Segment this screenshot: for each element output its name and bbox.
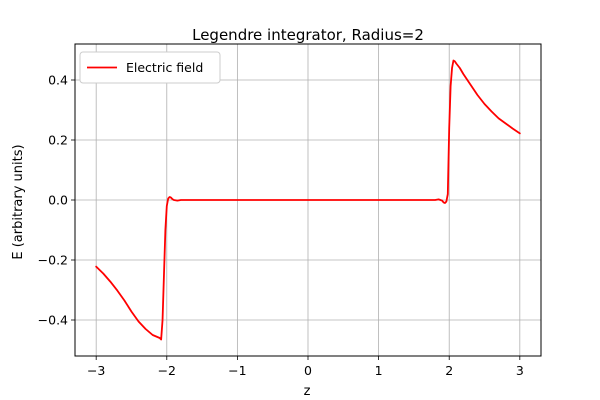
y-tick-label: −0.2 — [38, 253, 68, 268]
x-tick-label: 0 — [304, 363, 312, 378]
x-tick-label: −1 — [228, 363, 246, 378]
y-tick-label: 0.0 — [48, 193, 68, 208]
tick-layer: −3 −2 −1 0 1 2 3 −0.4 −0.2 0.0 0.2 0.4 — [38, 73, 524, 379]
x-axis-label: z — [304, 384, 311, 399]
legend-label-electric-field: Electric field — [126, 60, 203, 75]
x-tick-label: 3 — [516, 363, 524, 378]
series-line-electric-field — [95, 59, 521, 341]
legend-box — [79, 51, 221, 84]
series-layer — [95, 59, 521, 341]
x-tick-label: −3 — [87, 363, 105, 378]
legend: Electric field — [79, 51, 221, 84]
y-tick-label: 0.2 — [48, 133, 68, 148]
x-tick-label: −2 — [158, 363, 176, 378]
chart-title: Legendre integrator, Radius=2 — [192, 26, 424, 44]
x-tick-label: 2 — [445, 363, 453, 378]
x-tick-label: 1 — [375, 363, 383, 378]
y-tick-label: −0.4 — [38, 313, 68, 328]
y-axis-label: E (arbitrary units) — [11, 144, 26, 259]
y-tick-label: 0.4 — [48, 73, 68, 88]
